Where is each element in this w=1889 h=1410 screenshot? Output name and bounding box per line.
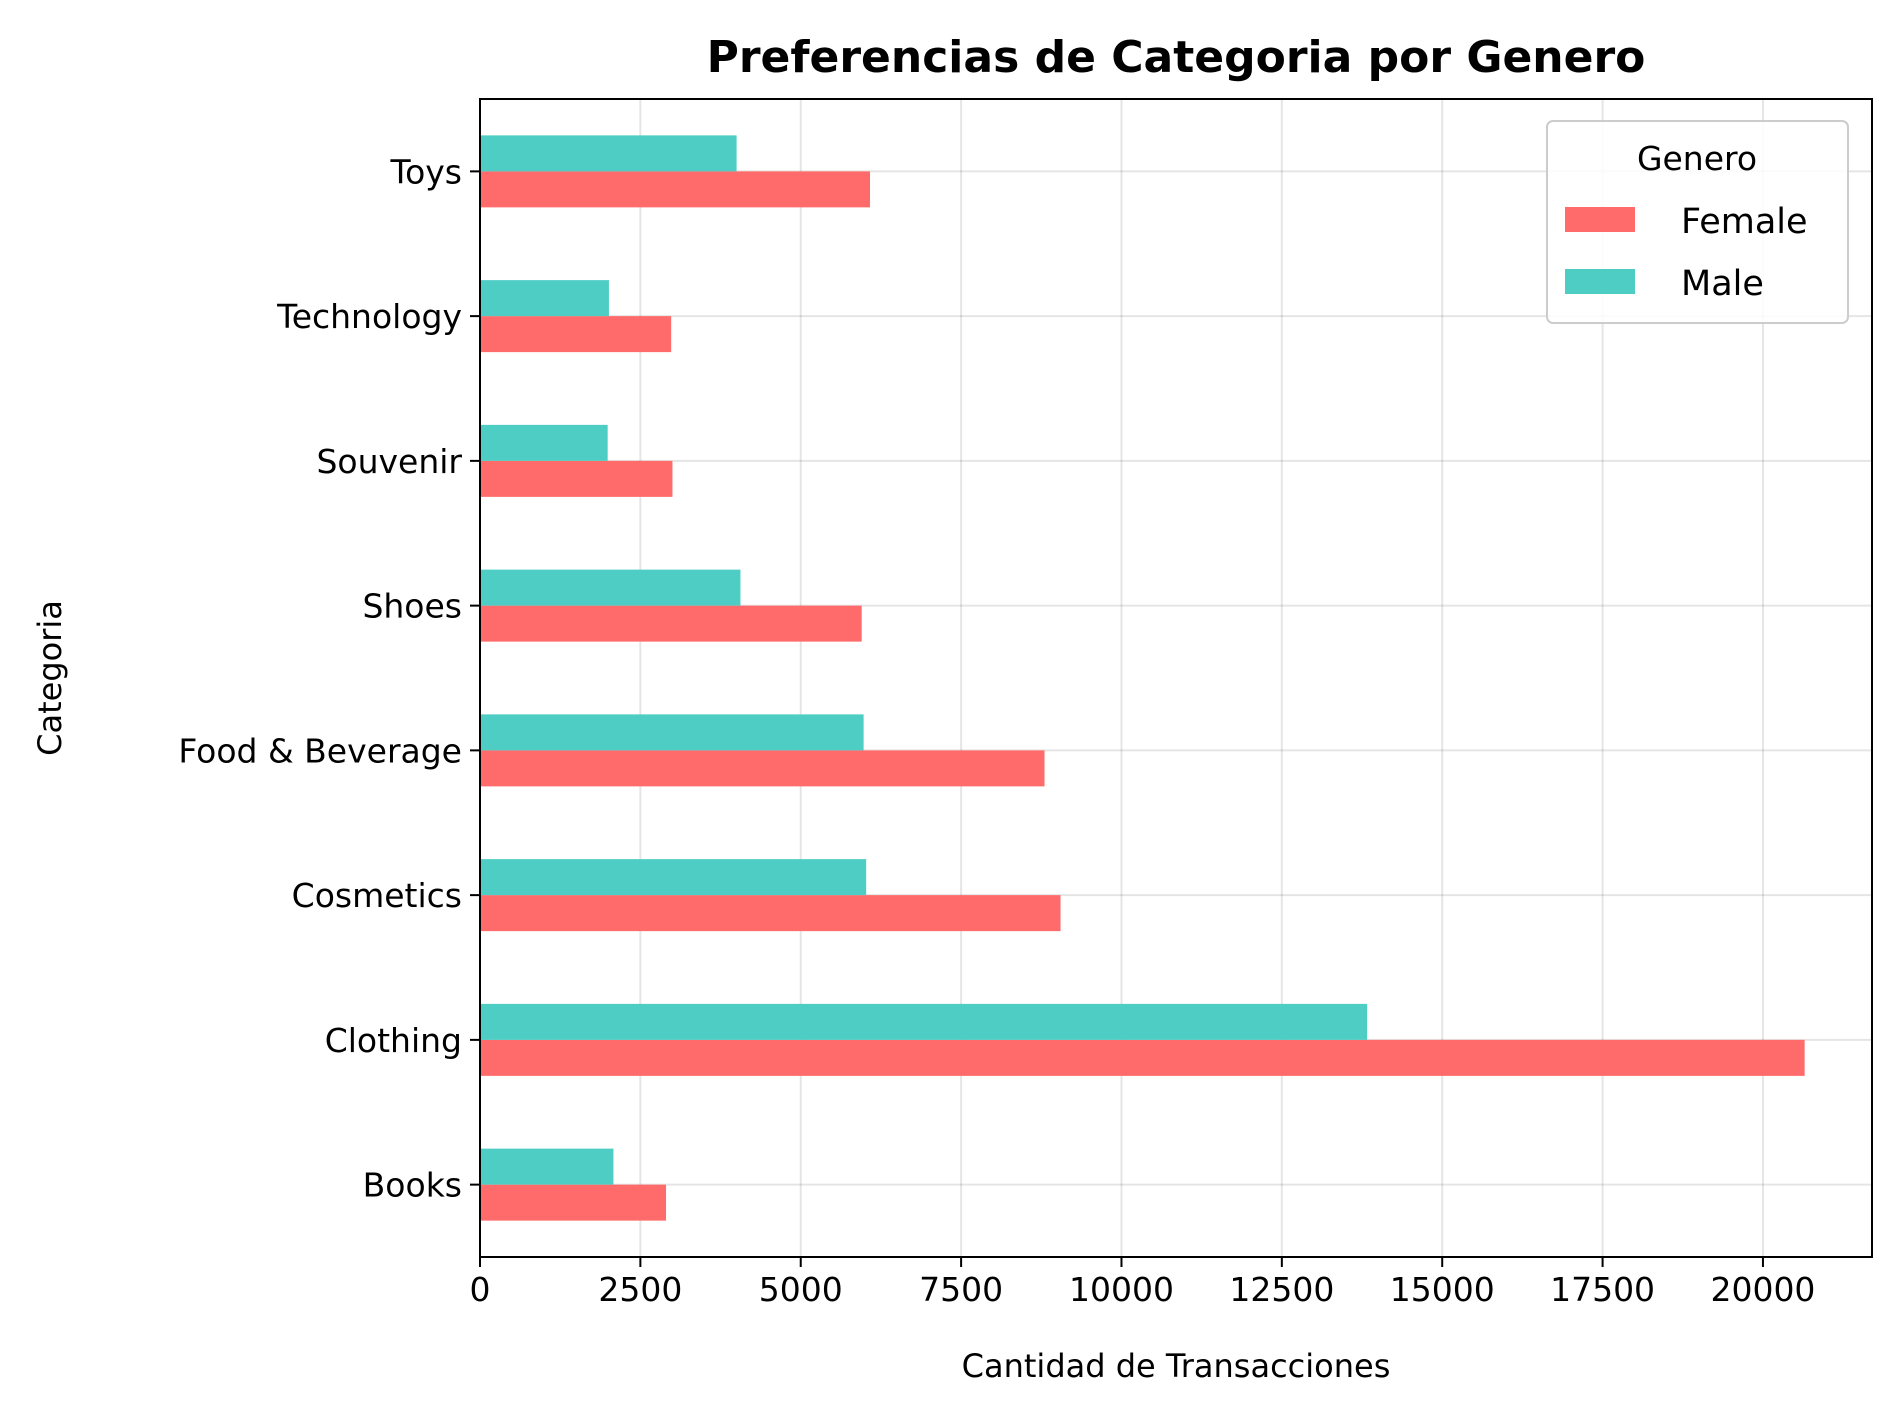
bar-male-technology (480, 280, 609, 317)
bars (480, 135, 1805, 1221)
x-tick-label: 10000 (1069, 1270, 1174, 1309)
x-tick-label: 7500 (919, 1270, 1003, 1309)
bar-male-souvenir (480, 424, 608, 461)
x-tick-label: 2500 (598, 1270, 682, 1309)
y-tick-label: Food & Beverage (178, 731, 462, 770)
y-axis-label: Categoria (31, 600, 69, 756)
x-tick-label: 15000 (1390, 1270, 1495, 1309)
bar-female-cosmetics (480, 895, 1061, 932)
bar-female-technology (480, 316, 672, 353)
bar-female-toys (480, 171, 871, 208)
x-tick-label: 5000 (759, 1270, 843, 1309)
y-axis-ticks: Books Clothing Cosmetics Food & Beverage Sho… (178, 152, 480, 1205)
legend: Genero Female Male (1546, 120, 1849, 324)
bar-male-cosmetics (480, 859, 867, 896)
bar-male-clothing (480, 1003, 1368, 1040)
bar-male-books (480, 1148, 614, 1185)
chart-title: Preferencias de Categoria por Genero (707, 32, 1646, 83)
bar-female-shoes (480, 605, 862, 642)
y-tick-label: Shoes (362, 587, 462, 626)
x-axis-ticks: 0 2500 5000 7500 10000 12500 15000 17500 20000 (470, 1257, 1815, 1309)
bar-female-books (480, 1184, 667, 1221)
y-tick-label: Books (363, 1166, 462, 1205)
plot-frame (479, 98, 1873, 1258)
legend-swatch-male (1565, 269, 1635, 294)
x-tick-label: 20000 (1710, 1270, 1815, 1309)
legend-swatch-female (1565, 207, 1635, 232)
x-tick-label: 12500 (1229, 1270, 1334, 1309)
bar-female-souvenir (480, 460, 673, 497)
x-tick-label: 0 (470, 1270, 491, 1309)
x-axis-label: Cantidad de Transacciones (962, 1347, 1391, 1385)
y-tick-label: Clothing (325, 1021, 462, 1060)
bar-male-toys (480, 135, 737, 172)
y-tick-label: Technology (276, 297, 462, 336)
legend-label-male: Male (1681, 264, 1764, 304)
y-tick-label: Toys (390, 152, 462, 191)
x-tick-label: 17500 (1550, 1270, 1655, 1309)
bar-female-food-beverage (480, 750, 1045, 787)
y-tick-label: Souvenir (316, 442, 462, 481)
bar-male-food-beverage (480, 714, 864, 751)
bar-male-shoes (480, 569, 741, 606)
legend-title: Genero (1637, 139, 1757, 178)
legend-label-female: Female (1681, 202, 1808, 242)
bar-female-clothing (480, 1039, 1805, 1076)
y-tick-label: Cosmetics (292, 876, 462, 915)
